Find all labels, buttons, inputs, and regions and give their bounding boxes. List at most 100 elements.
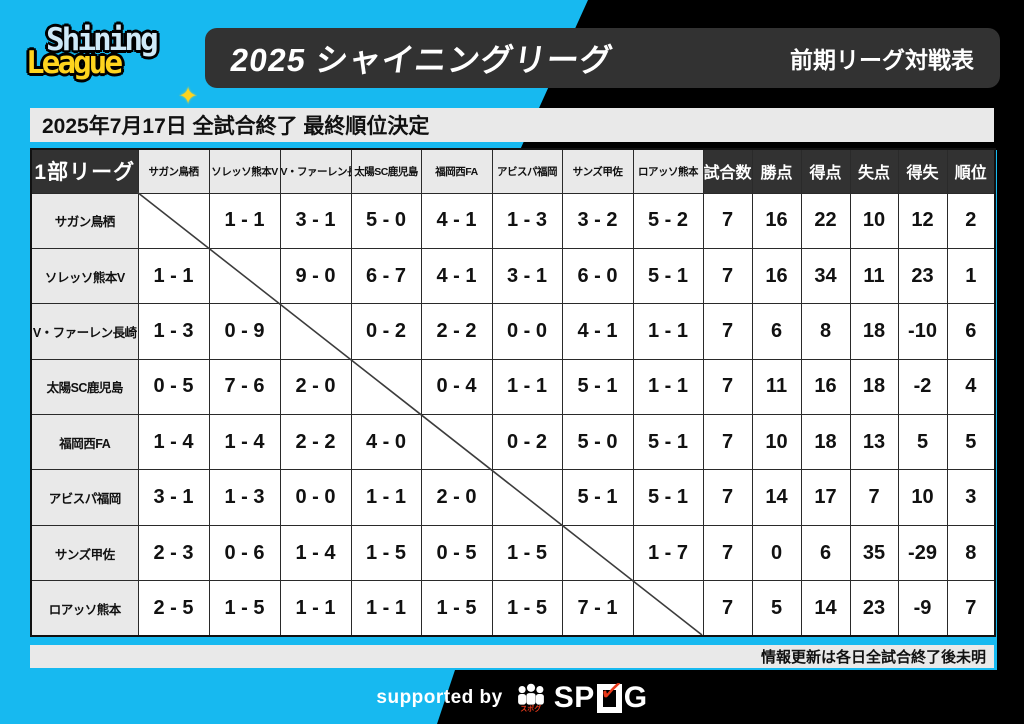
sponsor-name-prefix: SP <box>553 681 595 714</box>
stat-cell: -9 <box>897 580 948 637</box>
score-cell: 9 - 0 <box>279 247 352 305</box>
score-cell: 5 - 2 <box>632 192 704 249</box>
score-cell: 7 - 6 <box>208 358 281 416</box>
team-row-label: V・ファーレン長崎 <box>30 303 139 360</box>
score-cell: 1 - 4 <box>137 414 210 471</box>
stat-cell: 8 <box>800 303 851 360</box>
score-cell: 4 - 1 <box>420 247 493 305</box>
score-cell: 5 - 1 <box>632 469 704 526</box>
update-note: 情報更新は各日全試合終了後未明 <box>30 645 994 668</box>
score-cell: 1 - 5 <box>420 580 493 637</box>
score-cell: 1 - 5 <box>208 580 281 637</box>
score-cell: 0 - 6 <box>208 524 281 582</box>
stat-cell: 6 <box>946 303 996 360</box>
stat-cell: 7 <box>702 303 753 360</box>
stat-cell: 12 <box>897 192 948 249</box>
team-column-header: アビスパ福岡 <box>491 148 563 194</box>
score-cell: 0 - 9 <box>208 303 281 360</box>
score-cell: 4 - 1 <box>420 192 493 249</box>
stat-cell: 11 <box>751 358 802 416</box>
corner-cell: 1部リーグ <box>30 148 139 194</box>
stat-cell: 5 <box>946 414 996 471</box>
stat-cell: 14 <box>751 469 802 526</box>
self-match-cell <box>137 192 210 249</box>
score-cell: 5 - 0 <box>561 414 634 471</box>
stat-cell: 10 <box>751 414 802 471</box>
stat-cell: -2 <box>897 358 948 416</box>
stat-cell: 7 <box>702 192 753 249</box>
score-cell: 0 - 2 <box>350 303 422 360</box>
spog-kana-label: スポグ <box>520 706 542 713</box>
stat-cell: 16 <box>751 247 802 305</box>
stat-cell: 10 <box>897 469 948 526</box>
team-row-label: アビスパ福岡 <box>30 469 139 526</box>
score-cell: 1 - 1 <box>632 358 704 416</box>
stat-cell: 23 <box>849 580 899 637</box>
stat-cell: 18 <box>800 414 851 471</box>
sponsor-name-suffix: G <box>623 681 648 714</box>
stat-cell: 18 <box>849 303 899 360</box>
stat-cell: 14 <box>800 580 851 637</box>
stat-cell: -10 <box>897 303 948 360</box>
score-cell: 0 - 0 <box>279 469 352 526</box>
league-results-table: 1部リーグ サガン鳥栖ソレッソ熊本VV・ファーレン長崎太陽SC鹿児島福岡西FAア… <box>30 148 996 638</box>
score-cell: 7 - 1 <box>561 580 634 637</box>
footer-sponsor-row: supported by スポグ SP ✓ G <box>0 673 1024 720</box>
score-cell: 1 - 7 <box>632 524 704 582</box>
stat-cell: -29 <box>897 524 948 582</box>
team-row-label: サガン鳥栖 <box>30 192 139 249</box>
score-cell: 5 - 1 <box>632 414 704 471</box>
score-cell: 2 - 3 <box>137 524 210 582</box>
spog-logo: スポグ SP ✓ G <box>515 673 648 715</box>
logo-line1: Shining <box>46 22 159 58</box>
stat-cell: 22 <box>800 192 851 249</box>
spog-o-check-icon: ✓ <box>597 673 627 713</box>
stat-cell: 16 <box>751 192 802 249</box>
score-cell: 1 - 1 <box>208 192 281 249</box>
stat-cell: 16 <box>800 358 851 416</box>
page-title: 2025 シャイニングリーグ <box>228 42 616 78</box>
stat-column-header: 得失 <box>897 148 948 194</box>
score-cell: 1 - 4 <box>208 414 281 471</box>
team-row-label: ロアッソ熊本 <box>30 580 139 637</box>
spog-people-icon: スポグ <box>515 683 547 713</box>
score-cell: 1 - 5 <box>491 580 563 637</box>
score-cell: 1 - 3 <box>137 303 210 360</box>
score-cell: 5 - 1 <box>561 469 634 526</box>
team-column-header: 福岡西FA <box>420 148 493 194</box>
score-cell: 1 - 1 <box>491 358 563 416</box>
score-cell: 1 - 1 <box>350 469 422 526</box>
stat-column-header: 順位 <box>946 148 996 194</box>
stat-cell: 5 <box>897 414 948 471</box>
title-panel: 2025 シャイニングリーグ 前期リーグ対戦表 <box>205 28 1000 88</box>
supported-by-label: supported by <box>376 687 503 708</box>
score-cell: 6 - 0 <box>561 247 634 305</box>
score-cell: 0 - 4 <box>420 358 493 416</box>
stat-cell: 1 <box>946 247 996 305</box>
score-cell: 2 - 2 <box>420 303 493 360</box>
stat-cell: 13 <box>849 414 899 471</box>
team-column-header: V・ファーレン長崎 <box>279 148 352 194</box>
stat-column-header: 得点 <box>800 148 851 194</box>
score-cell: 0 - 0 <box>491 303 563 360</box>
stat-column-header: 勝点 <box>751 148 802 194</box>
right-black-strip <box>997 0 1024 724</box>
score-cell: 2 - 0 <box>279 358 352 416</box>
score-cell: 1 - 5 <box>491 524 563 582</box>
league-table-container: 1部リーグ サガン鳥栖ソレッソ熊本VV・ファーレン長崎太陽SC鹿児島福岡西FAア… <box>30 148 996 638</box>
team-row-label: 太陽SC鹿児島 <box>30 358 139 416</box>
stat-cell: 7 <box>849 469 899 526</box>
team-column-header: サンズ甲佐 <box>561 148 634 194</box>
stat-cell: 6 <box>800 524 851 582</box>
score-cell: 3 - 2 <box>561 192 634 249</box>
stat-cell: 17 <box>800 469 851 526</box>
logo-line2: League <box>26 44 123 81</box>
self-match-cell <box>420 414 493 471</box>
score-cell: 2 - 0 <box>420 469 493 526</box>
self-match-cell <box>208 247 281 305</box>
